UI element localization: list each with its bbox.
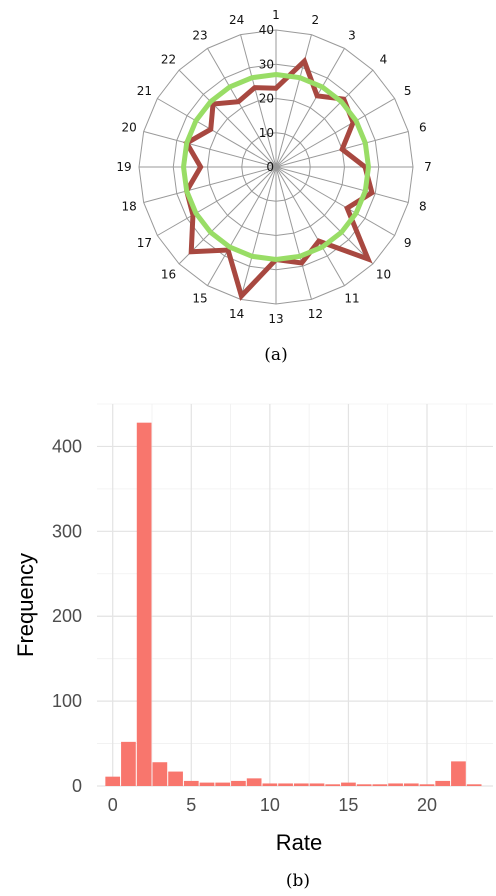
caption-a: (a) — [264, 345, 287, 365]
x-tick-label: 0 — [108, 795, 118, 815]
radar-category-label: 21 — [137, 84, 152, 98]
histogram-y-tick-labels: 0 100 200 300 400 — [52, 436, 82, 796]
histogram-bar — [136, 422, 152, 786]
x-tick-label: 15 — [338, 795, 358, 815]
radar-category-label: 12 — [308, 307, 323, 321]
histogram-bar — [246, 778, 262, 786]
x-tick-label: 20 — [417, 795, 437, 815]
caption-b: (b) — [286, 871, 310, 891]
histogram-bar — [309, 783, 325, 786]
histogram-bar — [356, 784, 372, 786]
x-axis-title: Rate — [276, 830, 322, 855]
y-tick-label: 300 — [52, 521, 82, 541]
radar-category-label: 11 — [344, 292, 359, 306]
histogram-bars — [105, 422, 482, 786]
radar-category-label: 2 — [312, 13, 320, 27]
radar-spoke-17 — [157, 166, 277, 236]
histogram-bar — [388, 783, 403, 786]
histogram-bar — [466, 784, 482, 786]
radar-category-label: 8 — [419, 199, 427, 213]
radar-ring-label: 10 — [259, 126, 274, 140]
histogram-chart: 0 5 10 15 20 0 100 200 300 400 Rate Frequency (b… — [13, 403, 493, 891]
radar-category-label: 15 — [192, 292, 207, 306]
radar-grid — [138, 29, 414, 305]
histogram-bar — [105, 776, 121, 786]
histogram-bar — [325, 784, 341, 786]
radar-category-label: 13 — [268, 312, 283, 326]
radar-category-label: 7 — [424, 160, 432, 174]
histogram-bar — [231, 780, 246, 786]
histogram-bar — [168, 771, 183, 786]
histogram-x-tick-labels: 0 5 10 15 20 — [108, 795, 437, 815]
histogram-bar — [215, 782, 231, 786]
radar-category-label: 22 — [161, 53, 176, 67]
y-axis-title: Frequency — [13, 553, 38, 657]
histogram-bar — [278, 783, 293, 786]
radar-spoke-4 — [275, 69, 374, 168]
radar-spoke-20 — [143, 131, 277, 168]
radar-category-label: 17 — [137, 236, 152, 250]
y-tick-label: 0 — [72, 776, 82, 796]
radar-series-2 — [181, 72, 371, 262]
radar-category-label: 3 — [348, 28, 356, 42]
x-tick-label: 5 — [186, 795, 196, 815]
histogram-bar — [199, 782, 215, 786]
radar-chart: 1 23456789101112131415161718192021222324 … — [116, 8, 431, 365]
radar-spoke-23 — [207, 48, 277, 168]
radar-spoke-22 — [178, 69, 277, 168]
histogram-bar — [293, 783, 309, 786]
histogram-bar — [435, 780, 451, 786]
radar-category-label: 19 — [116, 160, 131, 174]
histogram-bar — [262, 783, 278, 786]
histogram-bar — [183, 780, 199, 786]
histogram-bar — [419, 784, 435, 786]
radar-category-label: 9 — [404, 236, 412, 250]
radar-category-label: 10 — [376, 267, 391, 281]
radar-spoke-10 — [275, 166, 374, 265]
radar-category-label: 6 — [419, 121, 427, 135]
radar-spoke-3 — [275, 48, 345, 168]
radar-spoke-14 — [240, 166, 277, 300]
radar-spoke-15 — [207, 166, 277, 286]
radar-category-label: 20 — [122, 121, 137, 135]
radar-spoke-5 — [275, 98, 395, 168]
radar-spoke-18 — [143, 166, 277, 203]
radar-category-label: 4 — [380, 53, 388, 67]
radar-category-label: 16 — [161, 267, 176, 281]
radar-series-group — [181, 56, 375, 301]
histogram-bar — [121, 741, 136, 786]
radar-ring-label: 30 — [259, 57, 274, 71]
radar-spoke-2 — [275, 34, 312, 168]
radar-spoke-24 — [240, 34, 277, 168]
radar-ring-labels: 0 10 20 30 40 — [259, 23, 274, 174]
y-tick-label: 400 — [52, 436, 82, 456]
radar-ring-label: 0 — [266, 160, 274, 174]
radar-spoke-16 — [178, 166, 277, 265]
radar-category-label: 1 — [272, 8, 280, 22]
radar-spoke-21 — [157, 98, 277, 168]
radar-spoke-12 — [275, 166, 312, 300]
histogram-bar — [152, 762, 168, 786]
histogram-bar — [451, 761, 466, 786]
radar-category-label: 24 — [229, 13, 244, 27]
radar-spoke-9 — [275, 166, 395, 236]
histogram-bar — [403, 783, 419, 786]
radar-spoke-8 — [275, 166, 409, 203]
histogram-grid — [97, 403, 493, 787]
histogram-bar — [341, 782, 356, 786]
radar-category-label: 14 — [229, 307, 244, 321]
radar-category-label: 5 — [404, 84, 412, 98]
y-tick-label: 100 — [52, 691, 82, 711]
radar-category-label: 18 — [122, 199, 137, 213]
histogram-bar — [372, 784, 388, 786]
radar-ring-label: 40 — [259, 23, 274, 37]
radar-ring-label: 20 — [259, 92, 274, 106]
radar-spoke-11 — [275, 166, 345, 286]
radar-category-label: 23 — [192, 28, 207, 42]
x-tick-label: 10 — [260, 795, 280, 815]
y-tick-label: 200 — [52, 606, 82, 626]
